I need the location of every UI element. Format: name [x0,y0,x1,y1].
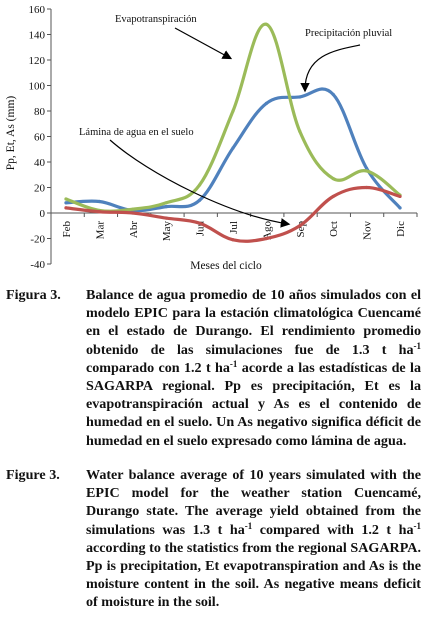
y-tick-label: 120 [29,55,46,67]
x-tick-label: Dic [395,221,407,237]
caption-label-english: Figure 3. [6,467,60,483]
caption-text: according to the statistics from the reg… [86,539,421,611]
x-axis-title: Meses del ciclo [190,260,262,272]
annotation-arrow-evapotranspiracion [174,27,233,60]
data-point [331,194,335,199]
y-tick-label: 100 [29,81,46,93]
data-point [164,216,168,220]
y-tick-label: -40 [30,259,45,271]
annotation-lamina: Lámina de agua en el suelo [79,127,194,138]
data-point [131,207,135,211]
data-point [298,224,302,228]
data-point [231,109,235,113]
data-point [231,146,235,150]
y-tick-label: 160 [29,4,46,16]
caption-text: compared with 1.2 t ha [252,521,414,538]
x-tick-label: May [161,221,173,242]
x-tick-label: Mar [94,221,106,240]
x-tick-label: Ago [261,221,273,240]
caption-superscript: -1 [413,340,422,351]
data-point [264,101,268,105]
water-balance-chart: -40 -20 0 20 40 60 80 100 120 140 160 Feb Mar Abr May J… [0,0,427,285]
caption-superscript: -1 [229,358,238,369]
caption-text: Water balance average of 10 years simula… [86,467,421,538]
y-tick-label: 20 [34,183,46,195]
y-tick-label: 80 [34,106,46,118]
y-tick-label: 60 [34,132,46,144]
y-tick-label: -20 [30,234,45,246]
data-point [198,221,202,225]
chart-svg: -40 -20 0 20 40 60 80 100 120 140 160 Feb Mar Abr May J… [5,4,418,272]
data-point [64,197,68,201]
x-tick-label: Jul [228,221,240,234]
data-point [298,129,302,133]
caption-superscript: -1 [244,520,253,531]
series-line-1 [64,22,402,213]
annotation-arrow-precipitacion [300,44,361,93]
data-point [365,185,369,190]
data-point [198,198,202,202]
caption-text: Balance de agua promedio de 10 años simu… [86,287,421,358]
data-point [264,236,268,241]
data-point [298,95,302,99]
figure-caption-english: Figure 3. Water balance average of 10 ye… [6,466,421,612]
data-point [331,92,335,97]
data-point [331,176,335,181]
data-point [231,238,235,242]
annotation-arrow-lamina [109,139,291,228]
data-point [398,194,402,199]
caption-body-english: Water balance average of 10 years simula… [86,466,421,612]
data-point [64,206,68,210]
data-point [164,201,168,205]
y-tick-label: 0 [40,208,46,220]
x-tick-label: Nov [362,221,374,240]
caption-text: comparado con 1.2 t ha [86,359,230,376]
y-tick-label: 40 [34,157,46,169]
data-point [264,22,268,26]
data-point [97,210,101,214]
x-tick-label: Abr [128,221,140,238]
caption-text: acorde a las estadísticas de la SAGARPA … [86,359,421,449]
caption-superscript: -1 [413,520,422,531]
annotation-precipitacion: Precipitación pluvial [305,28,392,39]
data-point [164,205,168,209]
x-tick-label: Feb [61,221,73,238]
caption-label-spanish: Figura 3. [6,287,61,303]
y-axis-title: Pp, Et, As (mm) [5,96,17,171]
data-point [365,169,369,173]
figure-caption-spanish: Figura 3. Balance de agua promedio de 10… [6,286,421,450]
annotation-evapotranspiracion: Evapotranspiración [115,14,197,25]
y-tick-label: 140 [29,30,46,42]
data-point [64,201,68,205]
caption-body-spanish: Balance de agua promedio de 10 años simu… [86,286,421,450]
data-point [131,211,135,215]
data-point [97,199,101,204]
x-tick-label: Oct [328,221,340,237]
data-point [398,206,402,210]
data-point [198,183,202,187]
